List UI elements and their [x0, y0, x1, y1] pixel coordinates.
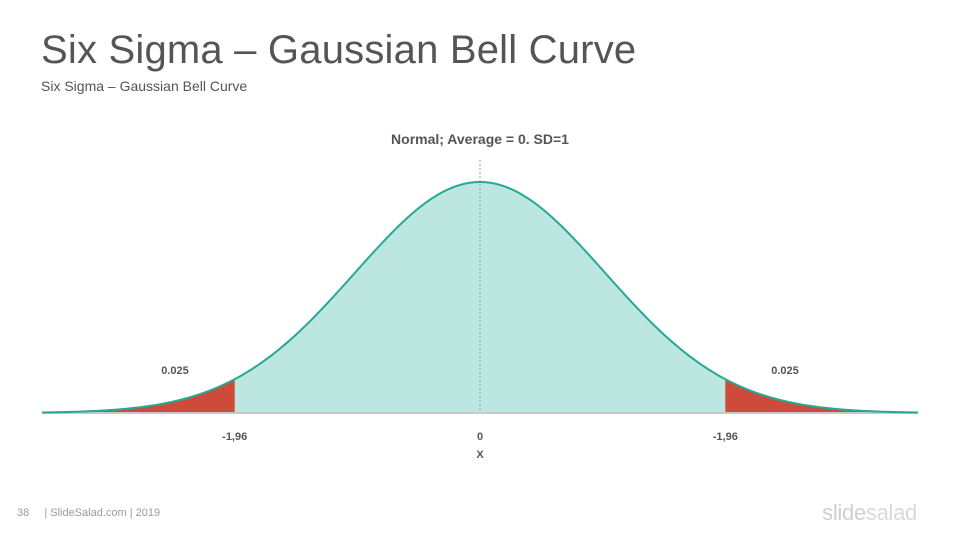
page-number: 38 [17, 507, 30, 519]
right-tail-label: 0.025 [771, 365, 799, 377]
curve-line [41, 180, 919, 414]
brand-logo: slidesalad [822, 500, 917, 526]
right-tail-area [725, 379, 918, 413]
tick-label: -1,96 [713, 431, 738, 443]
footer-source: | SlideSalad.com | 2019 [44, 507, 161, 519]
left-tail-area [42, 379, 235, 413]
slide-title: Six Sigma – Gaussian Bell Curve [41, 28, 637, 72]
left-tail-label: 0.025 [161, 365, 189, 377]
x-axis-label: X [476, 449, 484, 461]
slide-subtitle: Six Sigma – Gaussian Bell Curve [41, 78, 248, 94]
brand-logo-part2: salad [865, 500, 917, 525]
tick-label: -1,96 [222, 431, 247, 443]
brand-logo-part1: slide [822, 500, 866, 525]
tick-label: 0 [477, 431, 483, 443]
footer: 38 | SlideSalad.com | 2019 [17, 507, 160, 519]
chart-title: Normal; Average = 0. SD=1 [391, 131, 569, 147]
